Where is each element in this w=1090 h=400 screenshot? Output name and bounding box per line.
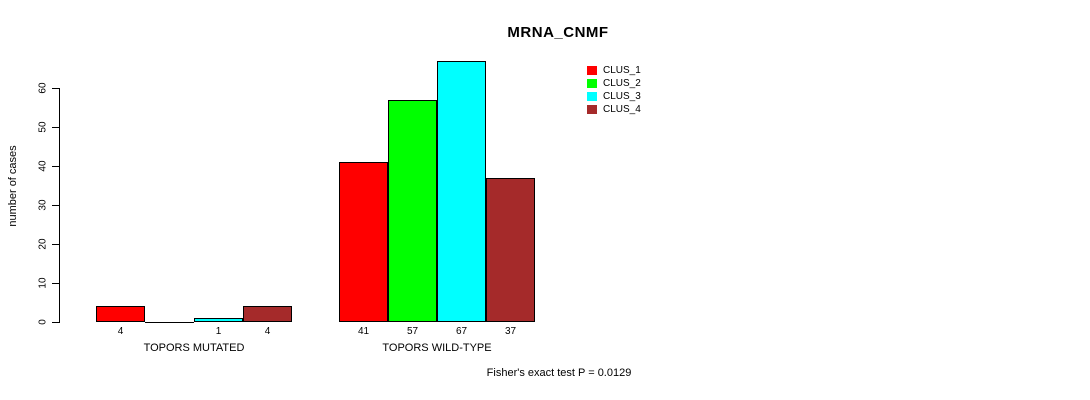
bar-clus_4 [243,306,292,322]
legend-item: CLUS_1 [587,64,641,77]
legend-item: CLUS_4 [587,103,641,116]
bar-value-label: 37 [504,326,517,337]
y-tick-label: 10 [37,277,49,289]
bar-value-label: 41 [357,326,370,337]
y-axis-label: number of cases [7,145,19,227]
legend-swatch [587,66,597,75]
y-tick-mark [52,87,59,89]
bar-value-label: 67 [455,326,468,337]
legend-item: CLUS_2 [587,77,641,90]
y-tick-label: 20 [37,238,49,250]
bar-clus_1 [96,306,145,322]
bar-value-label: 57 [406,326,419,337]
group-label-wild-type: TOPORS WILD-TYPE [382,342,492,354]
bar-clus_4 [486,178,535,322]
y-tick-mark [52,282,59,284]
bar-value-label: 4 [117,326,124,337]
legend-swatch [587,79,597,88]
legend-label: CLUS_4 [603,104,641,115]
y-tick-label: 30 [37,199,49,211]
legend-swatch [587,105,597,114]
y-tick-mark [52,165,59,167]
group-label-mutated: TOPORS MUTATED [143,342,245,354]
fisher-test-annotation: Fisher's exact test P = 0.0129 [486,367,632,379]
y-tick-mark [52,321,59,323]
bar-clus_1 [339,162,388,322]
y-tick-mark [52,126,59,128]
y-tick-label: 50 [37,121,49,133]
bar-clus_3 [437,61,486,322]
bar-clus_2 [145,322,194,323]
legend-label: CLUS_1 [603,65,641,76]
y-tick-mark [52,243,59,245]
y-tick-label: 0 [37,319,49,325]
y-tick-label: 60 [37,82,49,94]
y-tick-label: 40 [37,160,49,172]
bar-value-label: 4 [264,326,271,337]
bar-clus_3 [194,318,243,322]
bar-clus_2 [388,100,437,322]
legend-swatch [587,92,597,101]
legend-label: CLUS_2 [603,78,641,89]
y-axis-line [59,88,60,323]
chart-title: MRNA_CNMF [507,24,609,41]
legend-label: CLUS_3 [603,91,641,102]
legend-item: CLUS_3 [587,90,641,103]
y-tick-mark [52,204,59,206]
bar-value-label: 1 [215,326,222,337]
legend: CLUS_1 CLUS_2 CLUS_3 CLUS_4 [587,64,641,116]
